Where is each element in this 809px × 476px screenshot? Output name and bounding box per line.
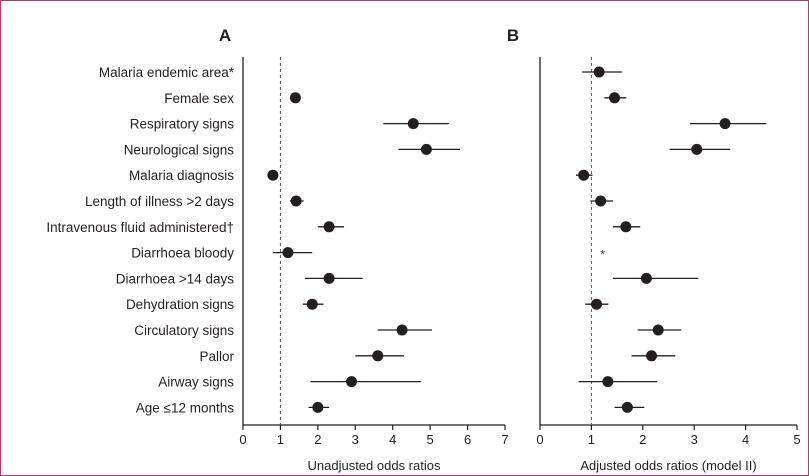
x-tick-label: 0 bbox=[239, 432, 246, 447]
data-point bbox=[372, 350, 384, 362]
row-label: Diarrhoea >14 days bbox=[116, 271, 234, 286]
data-point bbox=[691, 143, 703, 155]
data-point bbox=[346, 376, 358, 388]
x-tick-label: 3 bbox=[691, 432, 698, 447]
data-point bbox=[290, 195, 302, 207]
note-mark: * bbox=[600, 248, 605, 262]
data-point bbox=[593, 66, 605, 78]
x-tick-label: 1 bbox=[277, 432, 284, 447]
data-point bbox=[267, 169, 279, 181]
x-tick-label: 4 bbox=[389, 432, 396, 447]
data-point bbox=[578, 169, 590, 181]
x-axis-label: Adjusted odds ratios (model II) bbox=[580, 458, 756, 473]
data-point bbox=[420, 143, 432, 155]
panel-a: A 0 1 2 3 4 5 6 7 Unadjusted odds ratios bbox=[219, 26, 509, 473]
row-label: Airway signs bbox=[158, 375, 234, 390]
data-point bbox=[609, 92, 621, 104]
panel-label-b: B bbox=[507, 26, 519, 45]
row-label: Pallor bbox=[199, 349, 234, 364]
panel-b: B 0 1 2 3 4 5 Adjusted odds ratios (model II) * bbox=[507, 26, 801, 473]
row-label: Age ≤12 months bbox=[136, 400, 234, 415]
x-tick-label: 5 bbox=[427, 432, 434, 447]
panel-label-a: A bbox=[219, 26, 231, 45]
x-tick-label: 7 bbox=[501, 432, 508, 447]
x-tick-label: 6 bbox=[464, 432, 471, 447]
data-point bbox=[323, 221, 335, 233]
row-label: Malaria diagnosis bbox=[129, 168, 234, 183]
row-labels: Malaria endemic area* Female sex Respirato… bbox=[46, 65, 234, 415]
data-point bbox=[602, 376, 614, 388]
row-label: Length of illness >2 days bbox=[85, 194, 234, 209]
data-point bbox=[640, 272, 652, 284]
row-label: Malaria endemic area* bbox=[99, 65, 235, 80]
row-label: Female sex bbox=[164, 91, 234, 106]
row-label: Intravenous fluid administered† bbox=[46, 220, 234, 235]
x-axis-label: Unadjusted odds ratios bbox=[308, 458, 441, 473]
data-point bbox=[396, 324, 408, 336]
data-point bbox=[595, 195, 607, 207]
data-point bbox=[620, 221, 632, 233]
data-point bbox=[282, 247, 294, 259]
x-tick-label: 2 bbox=[639, 432, 646, 447]
data-point bbox=[306, 298, 318, 310]
x-tick-label: 5 bbox=[793, 432, 800, 447]
row-label: Circulatory signs bbox=[134, 323, 234, 338]
row-label: Respiratory signs bbox=[130, 117, 235, 132]
data-point bbox=[591, 298, 603, 310]
x-tick-label: 2 bbox=[314, 432, 321, 447]
data-point bbox=[719, 118, 731, 130]
x-tick-label: 3 bbox=[352, 432, 359, 447]
data-point bbox=[646, 350, 658, 362]
data-point bbox=[652, 324, 664, 336]
row-label: Diarrhoea bloody bbox=[131, 246, 234, 261]
x-tick-label: 1 bbox=[588, 432, 595, 447]
data-point bbox=[289, 92, 301, 104]
data-point bbox=[407, 118, 419, 130]
row-label: Neurological signs bbox=[124, 142, 235, 157]
data-point bbox=[312, 401, 324, 413]
x-tick-label: 0 bbox=[536, 432, 543, 447]
data-point bbox=[621, 401, 633, 413]
x-tick-label: 4 bbox=[742, 432, 749, 447]
data-point bbox=[323, 272, 335, 284]
row-label: Dehydration signs bbox=[126, 297, 234, 312]
